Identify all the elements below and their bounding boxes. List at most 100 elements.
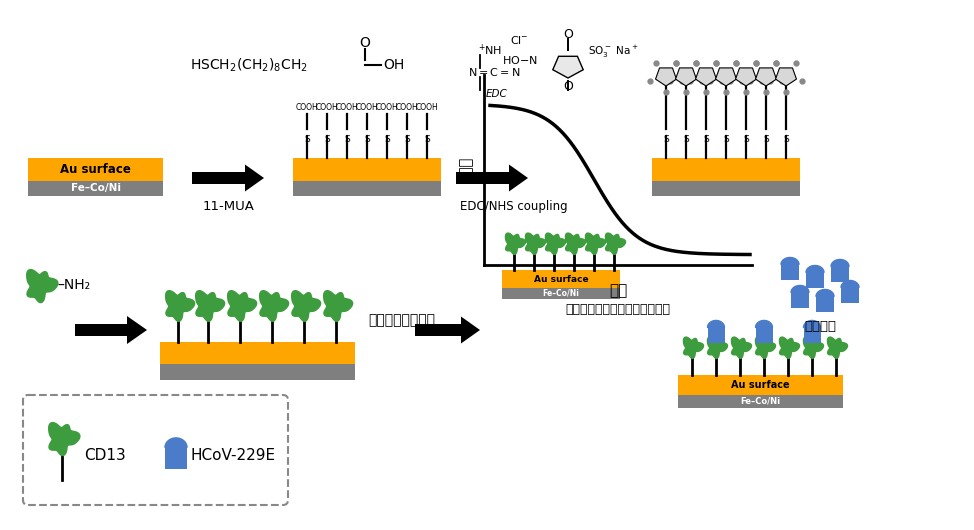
- Polygon shape: [828, 337, 847, 358]
- Text: 11-MUA: 11-MUA: [202, 200, 254, 213]
- Bar: [28, 181, 163, 196]
- Polygon shape: [816, 289, 834, 296]
- Text: EDC/NHS coupling: EDC/NHS coupling: [460, 200, 568, 213]
- Text: EDC: EDC: [486, 89, 507, 99]
- Text: COOH: COOH: [356, 103, 378, 112]
- Polygon shape: [461, 316, 480, 343]
- Bar: [781, 264, 799, 280]
- Text: ウイルス: ウイルス: [804, 320, 836, 333]
- Polygon shape: [806, 266, 824, 272]
- Polygon shape: [196, 290, 225, 321]
- Text: S: S: [763, 135, 768, 144]
- Polygon shape: [291, 290, 320, 321]
- Bar: [293, 181, 441, 196]
- Text: Au surface: Au surface: [731, 380, 790, 390]
- Text: HO$-$N: HO$-$N: [503, 54, 538, 66]
- Bar: [28, 158, 163, 181]
- Polygon shape: [695, 68, 717, 86]
- Bar: [804, 328, 820, 343]
- Text: $^{+}$NH: $^{+}$NH: [478, 42, 503, 58]
- Text: –NH₂: –NH₂: [57, 278, 91, 292]
- Text: COOH: COOH: [376, 103, 398, 112]
- Text: COOH: COOH: [316, 103, 338, 112]
- Text: Fe–Co/Ni: Fe–Co/Ni: [740, 397, 780, 406]
- Text: CD13: CD13: [84, 447, 126, 463]
- Polygon shape: [791, 286, 809, 293]
- Polygon shape: [756, 68, 776, 86]
- Bar: [192, 172, 245, 184]
- Text: 時間: 時間: [609, 283, 627, 298]
- Bar: [678, 395, 843, 408]
- Polygon shape: [781, 258, 799, 264]
- Text: S: S: [723, 135, 729, 144]
- Bar: [816, 296, 834, 312]
- Polygon shape: [525, 233, 545, 254]
- Bar: [652, 158, 800, 181]
- Polygon shape: [49, 422, 80, 456]
- Polygon shape: [676, 68, 696, 86]
- Polygon shape: [656, 68, 677, 86]
- Polygon shape: [506, 233, 526, 254]
- Text: S: S: [703, 135, 709, 144]
- Bar: [707, 328, 725, 343]
- Bar: [791, 293, 809, 308]
- Text: S: S: [663, 135, 669, 144]
- Polygon shape: [731, 337, 752, 358]
- Polygon shape: [228, 290, 256, 321]
- Polygon shape: [26, 270, 57, 303]
- Text: O: O: [563, 28, 573, 40]
- Polygon shape: [831, 260, 849, 267]
- Text: O: O: [359, 36, 370, 50]
- Bar: [293, 158, 441, 181]
- Text: S: S: [743, 135, 749, 144]
- Bar: [756, 328, 772, 343]
- Bar: [652, 181, 800, 196]
- Text: $\mathrm{HSCH_2(CH_2)_8CH_2}$: $\mathrm{HSCH_2(CH_2)_8CH_2}$: [190, 56, 308, 74]
- Text: S: S: [424, 135, 430, 144]
- Text: COOH: COOH: [296, 103, 318, 112]
- Polygon shape: [545, 233, 566, 254]
- Bar: [160, 364, 355, 380]
- Polygon shape: [775, 68, 797, 86]
- Text: S: S: [384, 135, 390, 144]
- Polygon shape: [735, 68, 757, 86]
- Bar: [678, 375, 843, 395]
- Text: 周波数: 周波数: [459, 157, 473, 183]
- Text: S: S: [344, 135, 350, 144]
- Polygon shape: [245, 164, 264, 191]
- Polygon shape: [841, 280, 859, 287]
- Text: O: O: [563, 80, 573, 93]
- Text: バイオレセプター: バイオレセプター: [368, 313, 435, 327]
- Polygon shape: [553, 56, 583, 78]
- Polygon shape: [606, 233, 625, 254]
- Text: S: S: [304, 135, 310, 144]
- Text: OH: OH: [383, 58, 404, 72]
- Bar: [806, 272, 824, 288]
- Polygon shape: [585, 233, 606, 254]
- Text: COOH: COOH: [416, 103, 438, 112]
- Polygon shape: [165, 438, 187, 447]
- Polygon shape: [804, 321, 820, 328]
- Polygon shape: [684, 337, 703, 358]
- Bar: [160, 342, 355, 364]
- Polygon shape: [166, 290, 195, 321]
- Text: S: S: [783, 135, 789, 144]
- Polygon shape: [509, 164, 528, 191]
- Polygon shape: [779, 337, 800, 358]
- Polygon shape: [716, 68, 736, 86]
- Bar: [456, 172, 509, 184]
- Text: Au surface: Au surface: [60, 163, 131, 176]
- Polygon shape: [707, 321, 725, 328]
- Polygon shape: [804, 337, 824, 358]
- Bar: [831, 267, 849, 282]
- Bar: [502, 270, 620, 288]
- Text: ウイルス捕捉による周波数変化: ウイルス捕捉による周波数変化: [566, 303, 670, 316]
- Text: S: S: [324, 135, 330, 144]
- Text: HCoV-229E: HCoV-229E: [191, 447, 276, 463]
- Bar: [502, 288, 620, 299]
- Polygon shape: [566, 233, 585, 254]
- FancyBboxPatch shape: [23, 395, 288, 505]
- Polygon shape: [707, 337, 728, 358]
- Text: COOH: COOH: [395, 103, 419, 112]
- Text: Cl$^{-}$: Cl$^{-}$: [510, 34, 529, 46]
